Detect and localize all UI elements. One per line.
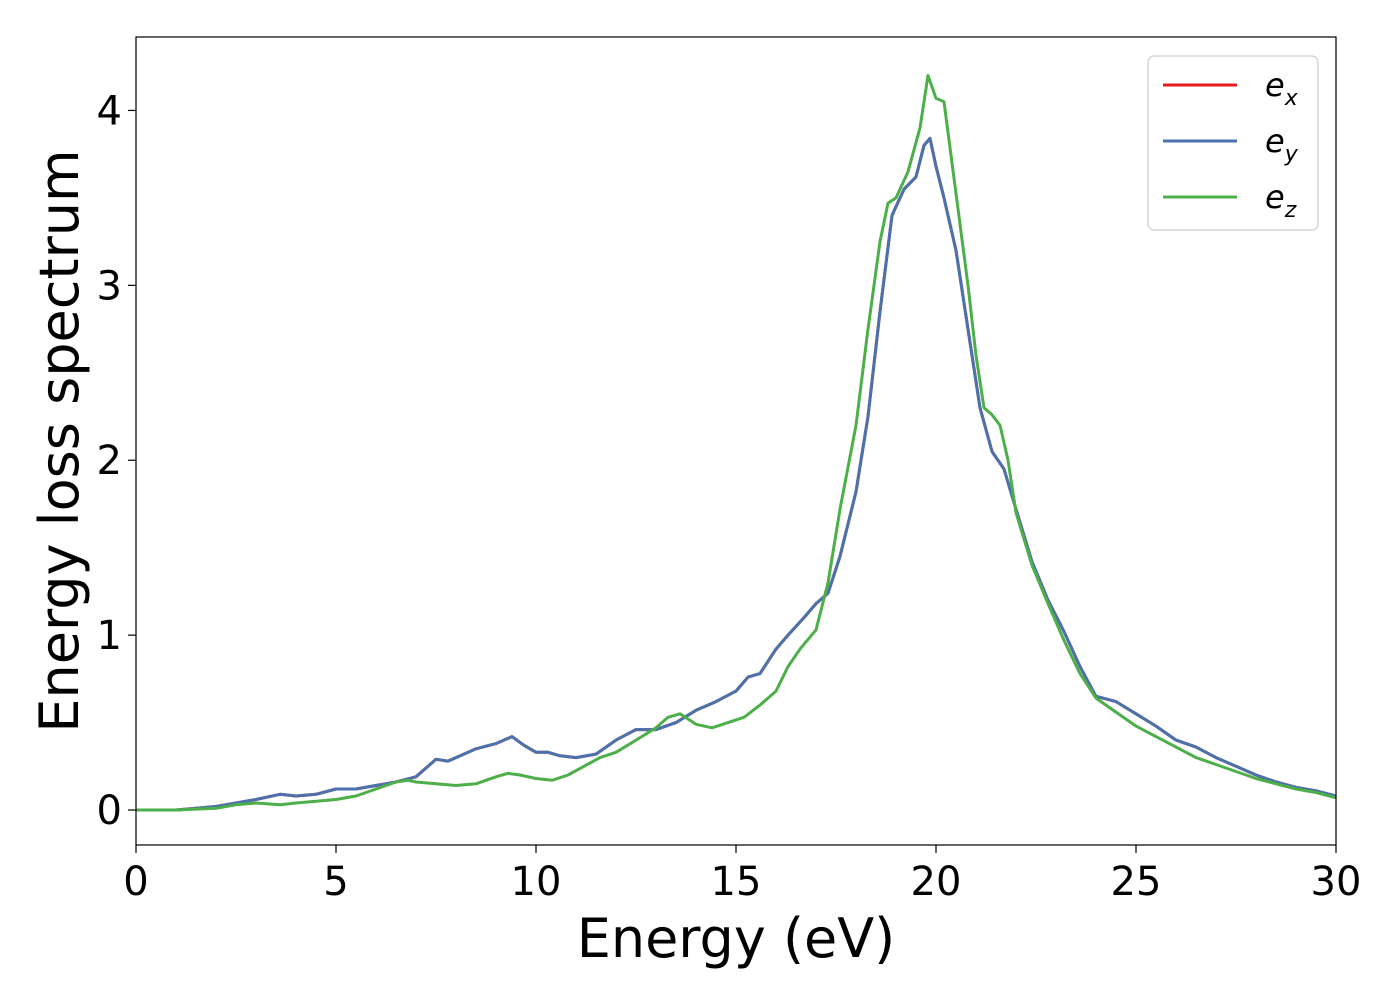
y-tick-label: 3 [97, 263, 122, 309]
y-tick-label: 1 [97, 613, 122, 659]
legend-label-ez: ez [1265, 178, 1297, 223]
x-tick-label: 30 [1311, 859, 1362, 905]
y-axis: 0 1 2 3 4 [97, 88, 136, 834]
x-tick-label: 20 [911, 859, 962, 905]
plot-area [136, 37, 1336, 845]
series-line-ez [136, 74, 1336, 812]
x-tick-label: 0 [123, 859, 148, 905]
legend-label-ex: ex [1265, 66, 1299, 111]
y-tick-label: 0 [97, 788, 122, 834]
plot-background [136, 37, 1336, 845]
legend: ex ey ez [1147, 55, 1319, 231]
y-tick-label: 2 [97, 438, 122, 484]
x-axis: 0 5 10 15 20 25 30 [123, 845, 1361, 905]
x-axis-title: Energy (eV) [577, 907, 896, 970]
legend-box [1147, 55, 1319, 231]
y-tick-label: 4 [97, 88, 122, 134]
legend-label-ey: ey [1265, 122, 1299, 167]
x-tick-label: 5 [323, 859, 348, 905]
series-layer [136, 74, 1336, 812]
x-tick-label: 10 [511, 859, 562, 905]
x-tick-label: 15 [711, 859, 762, 905]
x-tick-label: 25 [1111, 859, 1162, 905]
y-axis-title: Energy loss spectrum [28, 149, 91, 732]
